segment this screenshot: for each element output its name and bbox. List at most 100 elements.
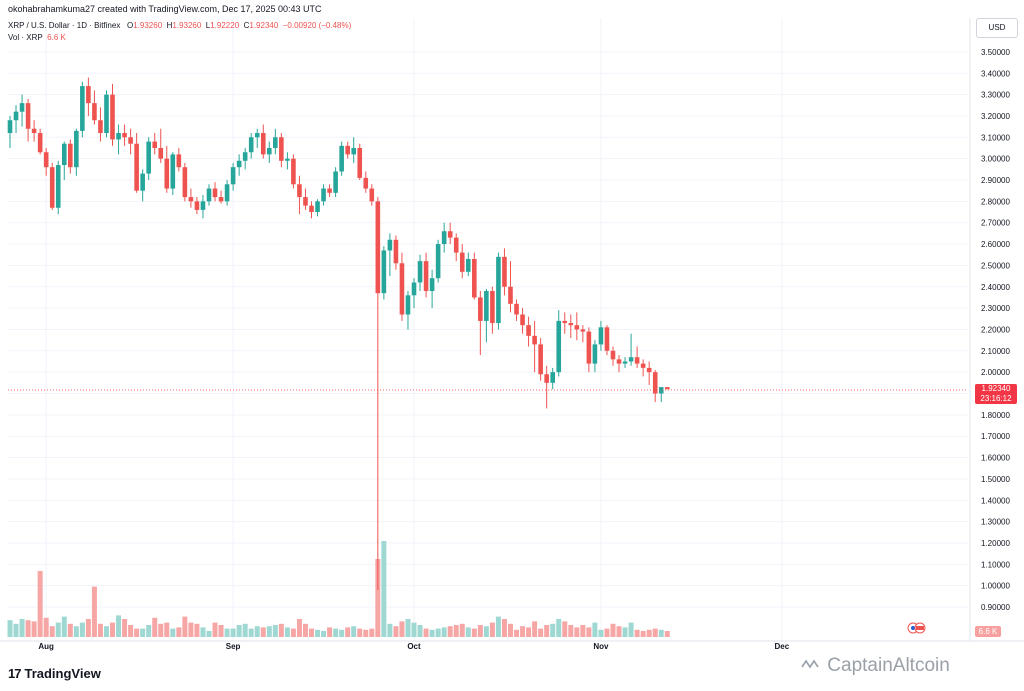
candle-body <box>556 320 562 373</box>
candle-body <box>496 256 501 324</box>
volume-bar <box>658 629 664 637</box>
volume-bar <box>574 627 580 637</box>
candle-body <box>188 197 194 202</box>
volume-bar <box>393 626 399 637</box>
price-axis[interactable]: 3.50000 3.40000 3.30000 3.20000 3.10000 3.000… <box>969 18 1010 641</box>
volume-bar <box>200 627 206 637</box>
volume-bar <box>489 622 495 637</box>
candle-body <box>472 258 477 298</box>
candle-body <box>13 111 19 121</box>
price-tick-label: 3.50000 <box>981 48 1010 57</box>
volume-bar <box>290 628 296 637</box>
volume-bar <box>381 541 387 637</box>
volume-bar <box>369 628 375 637</box>
candle-body <box>658 387 664 394</box>
watermark: CaptainAltcoin <box>800 655 950 677</box>
volume-bar <box>622 627 628 637</box>
volume-bar <box>592 622 598 637</box>
candle-body <box>68 143 73 168</box>
price-tick-label: 1.40000 <box>981 496 1010 505</box>
candle-body <box>321 188 326 202</box>
volume-bar <box>278 623 284 637</box>
time-tick-label: Sep <box>226 642 241 651</box>
volume-bar <box>586 627 592 637</box>
volume-bar <box>85 619 91 637</box>
volume-bar <box>429 629 435 637</box>
volume-value: 6.6 K <box>47 33 66 42</box>
volume-bar <box>7 620 13 637</box>
last-price-value: 1.92340 <box>981 384 1011 393</box>
volume-bar <box>134 628 140 637</box>
volume-bar <box>357 628 363 637</box>
candle-body <box>266 147 272 155</box>
price-tick-label: 2.60000 <box>981 240 1010 249</box>
volume-bar <box>248 628 254 637</box>
candle-body <box>664 387 670 390</box>
volume-bar <box>103 626 109 637</box>
open-value: 1.93260 <box>133 21 163 30</box>
price-tick-label: 3.20000 <box>981 112 1010 121</box>
volume-bar <box>447 626 453 637</box>
candle-body <box>393 239 399 264</box>
volume-bar <box>568 625 574 637</box>
candle-body <box>242 152 248 161</box>
time-tick-label: Aug <box>38 642 54 651</box>
candle-body <box>405 295 411 315</box>
candle-body <box>200 201 206 210</box>
volume-tag: 6.6 K <box>975 626 1001 637</box>
volume-bar <box>152 617 158 637</box>
candle-body <box>351 147 357 155</box>
candle-body <box>550 372 555 383</box>
price-tick-label: 1.50000 <box>981 475 1010 484</box>
volume-bar <box>25 620 31 637</box>
volume-bar <box>465 627 471 637</box>
volume-bar <box>49 626 55 637</box>
candle-body <box>122 133 127 138</box>
price-tick-label: 3.00000 <box>981 155 1010 164</box>
currency-button[interactable]: USD <box>976 18 1018 38</box>
volume-bar <box>272 625 278 637</box>
candle-body <box>285 158 290 161</box>
volume-bar <box>110 622 116 637</box>
price-tick-label: 2.90000 <box>981 176 1010 185</box>
candle-body <box>19 103 25 112</box>
volume-bar <box>13 623 19 637</box>
volume-bar <box>31 621 37 637</box>
candle-body <box>86 86 91 104</box>
candle-body <box>345 145 350 155</box>
volume-bar <box>544 625 550 637</box>
candle-body <box>110 94 115 140</box>
candle-body <box>146 141 151 174</box>
time-axis[interactable]: Aug Sep Oct Nov Dec <box>0 640 1024 651</box>
candle-body <box>508 286 513 304</box>
candle-body <box>568 323 574 326</box>
candle-body <box>592 344 598 364</box>
candle-body <box>562 320 568 324</box>
volume-bar <box>351 626 357 637</box>
candle-body <box>502 256 507 287</box>
volume-bar <box>628 622 634 637</box>
candle-body <box>610 350 616 360</box>
candle-body <box>31 128 37 134</box>
volume-bar <box>495 616 501 637</box>
symbol-label[interactable]: XRP / U.S. Dollar · 1D · Bitfinex <box>8 21 121 30</box>
candle-body <box>634 357 640 364</box>
volume-bar <box>315 629 321 637</box>
volume-bar <box>616 626 622 637</box>
candle-body <box>399 263 405 315</box>
tradingview-logo[interactable]: 17 TradingView <box>8 666 101 681</box>
volume-bar <box>441 627 447 637</box>
candle-body <box>628 357 634 362</box>
volume-bar <box>417 625 423 637</box>
price-tick-label: 2.00000 <box>981 368 1010 377</box>
volume-label[interactable]: Vol · XRP <box>8 33 43 42</box>
candle-body <box>363 177 369 189</box>
candle-body <box>333 171 338 193</box>
price-tick-label: 2.50000 <box>981 261 1010 270</box>
volume-bar <box>646 629 652 637</box>
candles <box>7 77 670 590</box>
watermark-text: CaptainAltcoin <box>827 655 950 676</box>
candle-body <box>435 244 441 279</box>
